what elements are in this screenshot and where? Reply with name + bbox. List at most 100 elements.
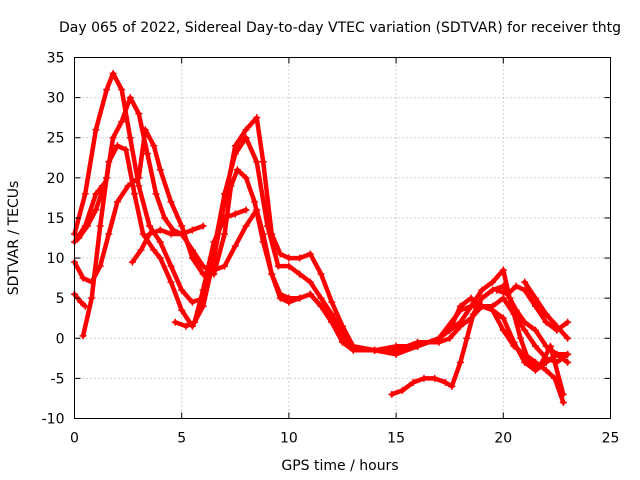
data-point-marker [150, 246, 158, 254]
data-point-marker [435, 334, 443, 342]
data-point-marker [152, 190, 160, 198]
data-point-marker [221, 214, 229, 222]
data-point-marker [564, 318, 572, 326]
data-point-marker [171, 318, 179, 326]
data-point-marker [339, 338, 346, 346]
data-point-marker [156, 238, 164, 246]
data-point-marker [469, 310, 477, 318]
data-point-marker [103, 86, 111, 94]
data-point-marker [499, 314, 507, 322]
data-point-marker [564, 358, 572, 366]
y-tick-label: 10 [47, 251, 65, 267]
data-point-marker [317, 270, 325, 278]
data-point-marker [88, 278, 96, 286]
data-point-marker [161, 214, 169, 222]
series-s4-markers [75, 94, 572, 366]
data-point-marker [199, 262, 207, 270]
data-point-marker [317, 302, 325, 310]
data-point-marker [146, 230, 154, 238]
data-point-marker [92, 190, 100, 198]
data-point-marker [96, 222, 104, 230]
data-point-marker [227, 182, 235, 190]
data-point-marker [156, 226, 164, 234]
data-point-marker [542, 354, 550, 362]
data-point-marker [135, 182, 143, 190]
data-point-marker [553, 322, 561, 330]
data-point-marker [242, 134, 250, 142]
data-point-marker [431, 374, 439, 382]
data-point-marker [92, 126, 100, 134]
data-point-marker [118, 86, 126, 94]
data-point-marker [268, 270, 276, 278]
series-s3-markers [71, 126, 572, 374]
data-point-marker [489, 278, 497, 286]
data-point-marker [96, 262, 104, 270]
data-point-marker [81, 222, 89, 230]
data-point-marker [499, 282, 507, 290]
data-point-marker [388, 390, 396, 398]
data-point-marker [135, 110, 143, 118]
data-point-marker [285, 298, 293, 306]
y-tick-label: -5 [51, 371, 65, 387]
y-tick-label: 5 [56, 291, 65, 307]
data-point-marker [531, 342, 539, 350]
data-point-marker [317, 294, 325, 302]
data-point-marker [113, 142, 121, 150]
y-tick-label: 35 [47, 51, 65, 67]
data-point-marker [296, 270, 304, 278]
data-point-marker [456, 322, 464, 330]
data-point-marker [521, 318, 529, 326]
data-point-marker [109, 70, 117, 78]
data-point-marker [221, 230, 229, 238]
data-point-marker [79, 332, 87, 340]
series-s5 [72, 183, 105, 245]
data-point-marker [306, 250, 314, 258]
y-tick-label: -10 [42, 412, 65, 428]
data-point-marker [199, 286, 207, 294]
data-point-marker [268, 230, 276, 238]
data-point-marker [504, 290, 512, 298]
data-point-marker [499, 294, 507, 302]
y-tick-label: 15 [47, 211, 65, 227]
data-point-marker [167, 230, 175, 238]
series-s10 [494, 283, 570, 333]
data-point-marker [512, 282, 520, 290]
data-point-marker [328, 298, 336, 306]
data-point-marker [122, 146, 130, 154]
x-tick-label: 0 [70, 431, 79, 447]
data-point-marker [188, 298, 196, 306]
data-point-marker [448, 382, 456, 390]
data-point-marker [306, 278, 314, 286]
data-point-marker [493, 286, 501, 294]
series-s2 [80, 115, 566, 405]
data-point-marker [478, 286, 486, 294]
data-point-marker [510, 338, 518, 346]
data-point-marker [392, 346, 400, 354]
data-point-marker [233, 166, 241, 174]
series-s9-markers [388, 282, 572, 398]
data-point-marker [113, 198, 121, 206]
data-point-marker [178, 222, 186, 230]
y-tick-label: 25 [47, 131, 65, 147]
data-point-marker [221, 262, 229, 270]
data-point-marker [521, 278, 529, 286]
data-point-marker [182, 322, 190, 330]
data-point-marker [231, 210, 239, 218]
data-point-marker [512, 306, 520, 314]
data-point-marker [467, 294, 475, 302]
data-point-marker [456, 358, 464, 366]
data-point-marker [137, 246, 145, 254]
data-point-marker [259, 238, 267, 246]
data-point-marker [446, 334, 454, 342]
data-point-marker [210, 270, 218, 278]
data-point-marker [231, 142, 239, 150]
data-point-marker [156, 254, 164, 262]
data-point-marker [521, 358, 529, 366]
data-point-marker [150, 142, 158, 150]
data-point-marker [328, 318, 336, 326]
data-point-marker [178, 306, 186, 314]
data-point-marker [521, 286, 529, 294]
x-tick-label: 25 [602, 431, 620, 447]
data-point-marker [191, 318, 199, 326]
